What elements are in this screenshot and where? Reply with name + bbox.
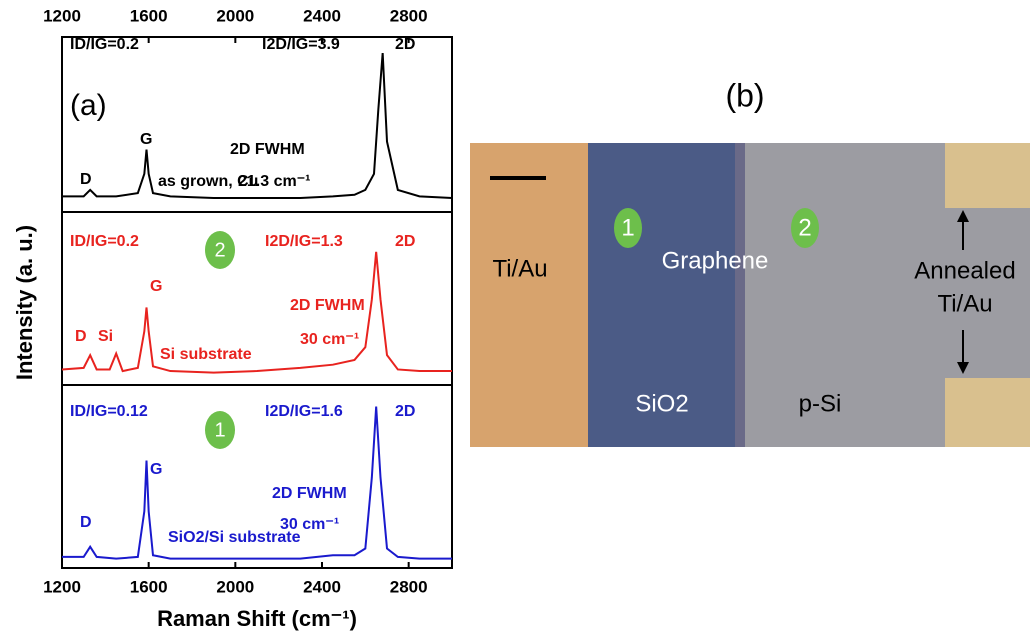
marker-label: 1 [214,419,225,441]
ti-au-region [470,143,588,447]
region-label: Ti/Au [492,255,547,282]
marker-circle [205,411,235,449]
annotation: ID/IG=0.2 [70,233,139,250]
spot-label: 2 [798,214,811,241]
annotation: I2D/IG=3.9 [262,36,340,53]
annotation: Si [98,328,113,345]
spectrum [62,52,453,199]
x-tick-label: 2000 [216,6,254,25]
annealed-pad [945,378,1030,447]
annotation: G [150,461,162,478]
x-tick-label: 1200 [43,6,81,25]
y-axis-label: Intensity (a. u.) [12,225,37,380]
annotation: D [80,171,92,188]
annotation: 30 cm⁻¹ [280,516,339,533]
annotation: 21.3 cm⁻¹ [238,173,310,190]
annotation: as grown, Cu [158,173,258,190]
annotation: ID/IG=0.12 [70,403,148,420]
x-tick-label: 1200 [43,577,81,596]
panel-label: (b) [725,77,764,113]
annotation: 2D [395,403,415,420]
annotation: ID/IG=0.2 [70,36,139,53]
annotation: G [140,131,152,148]
spot-label: 1 [621,214,634,241]
marker-label: 2 [214,239,225,261]
annotation: 30 cm⁻¹ [300,331,359,348]
region-label: SiO2 [635,390,688,417]
annotation: (a) [70,89,107,122]
spectrum [61,251,452,374]
spot [614,208,642,248]
x-axis-label: Raman Shift (cm⁻¹) [157,606,357,631]
annotation: G [150,278,162,295]
region-label: Annealed [914,257,1015,284]
annotation: D [75,328,87,345]
panel-frame [61,384,453,569]
x-tick-label: 2400 [303,6,341,25]
x-tick-label: 2800 [390,6,428,25]
region-label: Ti/Au [937,290,992,317]
annotation: 2D FWHM [290,297,365,314]
sio2-region [588,143,738,447]
spectrum [62,406,452,560]
annotation: I2D/IG=1.6 [265,403,343,420]
arrow-head [957,362,969,374]
x-tick-label: 2800 [390,577,428,596]
marker-circle [205,231,235,269]
x-tick-label: 2400 [303,577,341,596]
region-label: Graphene [662,247,769,274]
arrow-head [957,210,969,222]
x-tick-label: 1600 [130,577,168,596]
annotation: 2D [395,36,415,53]
x-tick-label: 2000 [216,577,254,596]
annotation: D [80,514,92,531]
annotation: 2D FWHM [230,141,305,158]
region-label: p-Si [799,390,842,417]
edge [735,143,745,447]
annotation: 2D FWHM [272,485,347,502]
x-tick-label: 1600 [130,6,168,25]
annotation: SiO2/Si substrate [168,529,301,546]
micrograph: 1 2 Ti/Au Graphene SiO2 p-Si Annealed Ti… [470,77,1030,447]
annotation: I2D/IG=1.3 [265,233,343,250]
annotation: 2D [395,233,415,250]
annealed-pad [945,143,1030,208]
annotation: Si substrate [160,346,252,363]
spot [791,208,819,248]
